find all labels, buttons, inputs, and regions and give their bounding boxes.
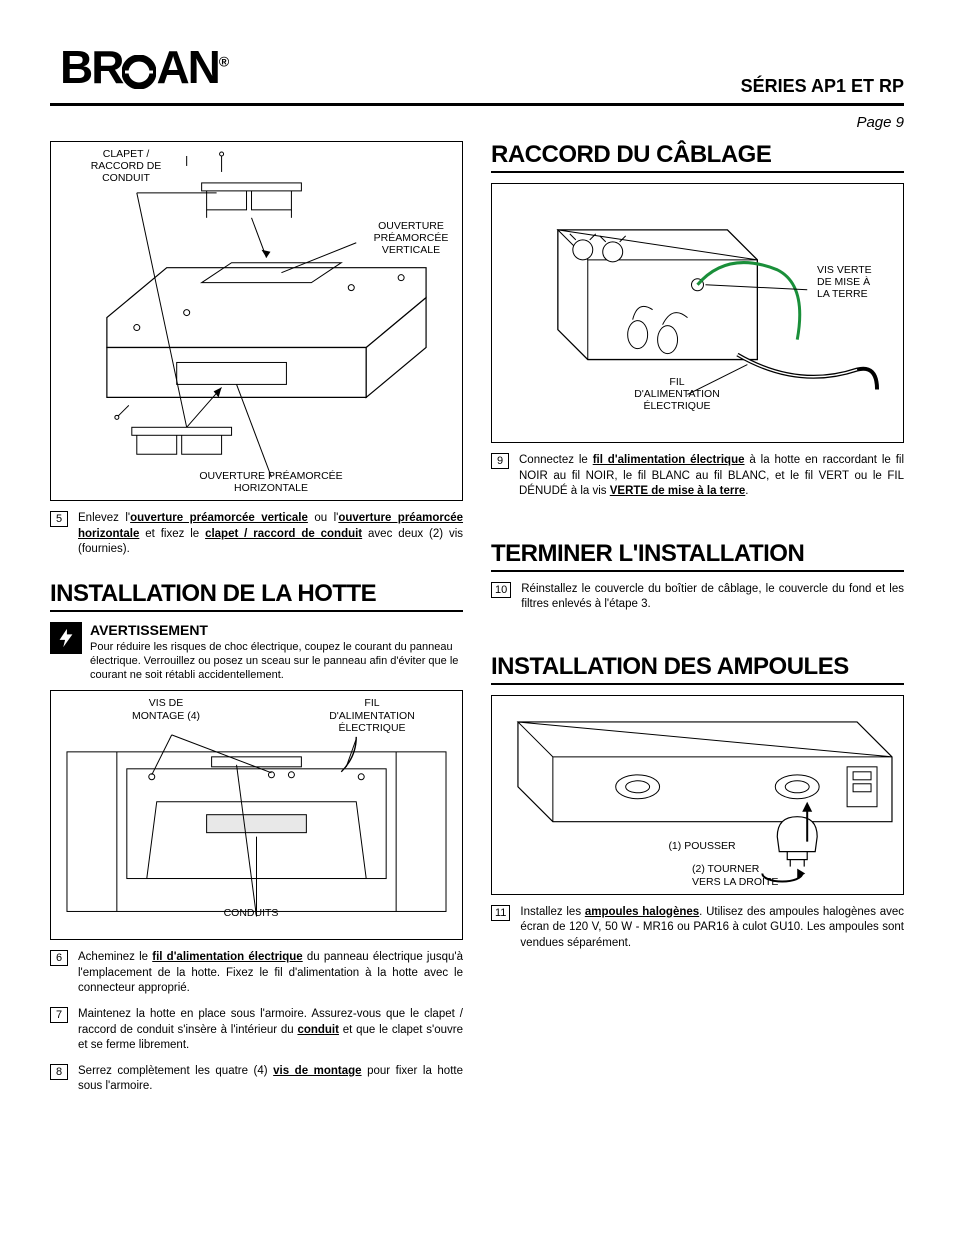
two-column-layout: CLAPET /RACCORD DECONDUIT OUVERTUREPRÉAM… xyxy=(50,141,904,1095)
step-5: 5 Enlevez l'ouverture préamorcée vertica… xyxy=(50,511,463,558)
diagram-wiring: VIS VERTEDE MISE ÀLA TERRE FILD'ALIMENTA… xyxy=(491,183,904,443)
step-7: 7 Maintenez la hotte en place sous l'arm… xyxy=(50,1007,463,1054)
diagram-clapet: CLAPET /RACCORD DECONDUIT OUVERTUREPRÉAM… xyxy=(50,141,463,501)
step-number-10: 10 xyxy=(491,582,511,598)
diagram-mounting: VIS DEMONTAGE (4) FILD'ALIMENTATIONÉLECT… xyxy=(50,690,463,940)
right-column: RACCORD DU CÂBLAGE VIS VERTEDE MISE ÀLA … xyxy=(491,141,904,1095)
step-number-6: 6 xyxy=(50,950,68,966)
label-ouverture-horizontale: OUVERTURE PRÉAMORCÉEHORIZONTALE xyxy=(171,470,371,494)
label-ouverture-verticale: OUVERTUREPRÉAMORCÉEVERTICALE xyxy=(366,220,456,256)
step-10: 10 Réinstallez le couvercle du boîtier d… xyxy=(491,582,904,613)
step-8-text: Serrez complètement les quatre (4) vis d… xyxy=(78,1064,463,1095)
step-number-7: 7 xyxy=(50,1007,68,1023)
page-number: Page 9 xyxy=(50,114,904,131)
warning-title: AVERTISSEMENT xyxy=(90,622,463,638)
section-ampoules: INSTALLATION DES AMPOULES xyxy=(491,653,904,685)
section-terminer: TERMINER L'INSTALLATION xyxy=(491,540,904,572)
warning-text: Pour réduire les risques de choc électri… xyxy=(90,640,463,683)
label-fil-alim: FILD'ALIMENTATIONÉLECTRIQUE xyxy=(622,376,732,412)
diagram-bulbs: (1) POUSSER (2) TOURNERVERS LA DROITE xyxy=(491,695,904,895)
brand-logo: BR AN® xyxy=(60,40,227,94)
label-vis-verte: VIS VERTEDE MISE ÀLA TERRE xyxy=(817,264,897,300)
step-6: 6 Acheminez le fil d'alimentation électr… xyxy=(50,950,463,997)
step-11-text: Installez les ampoules halogènes. Utilis… xyxy=(520,905,904,952)
step-number-11: 11 xyxy=(491,905,510,921)
step-7-text: Maintenez la hotte en place sous l'armoi… xyxy=(78,1007,463,1054)
step-number-8: 8 xyxy=(50,1064,68,1080)
step-number-5: 5 xyxy=(50,511,68,527)
label-conduits: CONDUITS xyxy=(201,907,301,919)
step-8: 8 Serrez complètement les quatre (4) vis… xyxy=(50,1064,463,1095)
step-5-text: Enlevez l'ouverture préamorcée verticale… xyxy=(78,511,463,558)
step-9-text: Connectez le fil d'alimentation électriq… xyxy=(519,453,904,500)
step-6-text: Acheminez le fil d'alimentation électriq… xyxy=(78,950,463,997)
label-fil-alimentation: FILD'ALIMENTATIONÉLECTRIQUE xyxy=(322,697,422,733)
step-number-9: 9 xyxy=(491,453,509,469)
hood-diagram-svg xyxy=(57,148,456,497)
step-10-text: Réinstallez le couvercle du boîtier de c… xyxy=(521,582,904,613)
warning-icon xyxy=(50,622,82,654)
label-pousser: (1) POUSSER xyxy=(652,840,752,852)
label-vis-montage: VIS DEMONTAGE (4) xyxy=(121,697,211,721)
series-label: SÉRIES AP1 ET RP xyxy=(741,76,904,97)
section-raccord: RACCORD DU CÂBLAGE xyxy=(491,141,904,173)
label-clapet: CLAPET /RACCORD DECONDUIT xyxy=(81,148,171,184)
left-column: CLAPET /RACCORD DECONDUIT OUVERTUREPRÉAM… xyxy=(50,141,463,1095)
page-header: BR AN® SÉRIES AP1 ET RP xyxy=(50,40,904,106)
warning-block: AVERTISSEMENT Pour réduire les risques d… xyxy=(50,622,463,683)
step-11: 11 Installez les ampoules halogènes. Uti… xyxy=(491,905,904,952)
step-9: 9 Connectez le fil d'alimentation électr… xyxy=(491,453,904,500)
section-installation-hotte: INSTALLATION DE LA HOTTE xyxy=(50,580,463,612)
label-tourner: (2) TOURNERVERS LA DROITE xyxy=(692,863,852,887)
